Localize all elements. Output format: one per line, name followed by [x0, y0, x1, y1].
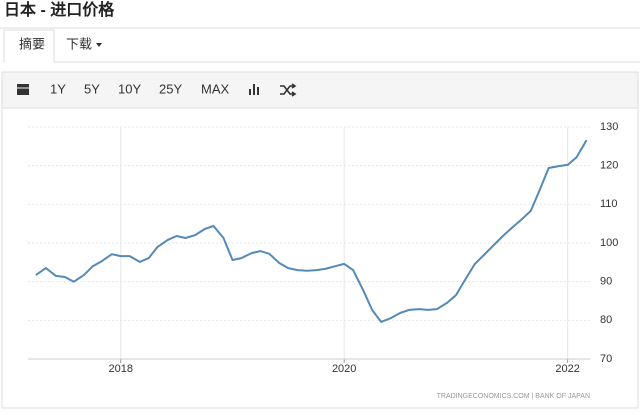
chart-frame — [1, 108, 639, 409]
caret — [96, 43, 102, 47]
shuffle-icon[interactable] — [280, 83, 297, 97]
tab-download[interactable]: 下载 — [66, 36, 92, 51]
calendar-icon[interactable] — [17, 84, 29, 95]
bar-icon-part — [249, 89, 251, 95]
y-tick-label: 120 — [600, 160, 618, 172]
page-title: 日本 - 进口价格 — [4, 0, 115, 19]
y-tick-label: 110 — [600, 198, 618, 210]
y-tick-label: 80 — [600, 314, 612, 326]
x-tick-label: 2022 — [555, 363, 579, 375]
toolbar — [1, 71, 639, 109]
data-line — [35, 139, 588, 323]
bar-icon[interactable] — [249, 84, 259, 95]
plot: 70 80 90 100 110 120 130 2018 2020 2022 — [28, 121, 618, 375]
tab-border — [3, 29, 55, 62]
tab-summary[interactable]: 摘要 — [19, 36, 45, 51]
calendar-body — [17, 84, 29, 95]
range-button[interactable]: MAX — [201, 81, 230, 96]
x-tick-label: 2020 — [332, 363, 356, 375]
toolbar-buttons: 1Y 5Y 10Y 25Y MAX — [50, 81, 230, 96]
range-button[interactable]: 1Y — [50, 81, 66, 96]
y-tick-label: 70 — [600, 353, 612, 365]
y-tick-label: 90 — [600, 276, 612, 288]
bar-icon-part — [257, 87, 259, 95]
source: TRADINGECONOMICS.COM | BANK OF JAPAN — [437, 393, 590, 400]
y-tick-label: 100 — [600, 237, 618, 249]
range-button[interactable]: 25Y — [159, 81, 182, 96]
bar-icon-part — [253, 84, 255, 95]
y-tick-label: 130 — [600, 121, 618, 133]
x-tick-label: 2018 — [108, 363, 132, 375]
range-button[interactable]: 10Y — [118, 81, 141, 96]
range-button[interactable]: 5Y — [84, 81, 100, 96]
